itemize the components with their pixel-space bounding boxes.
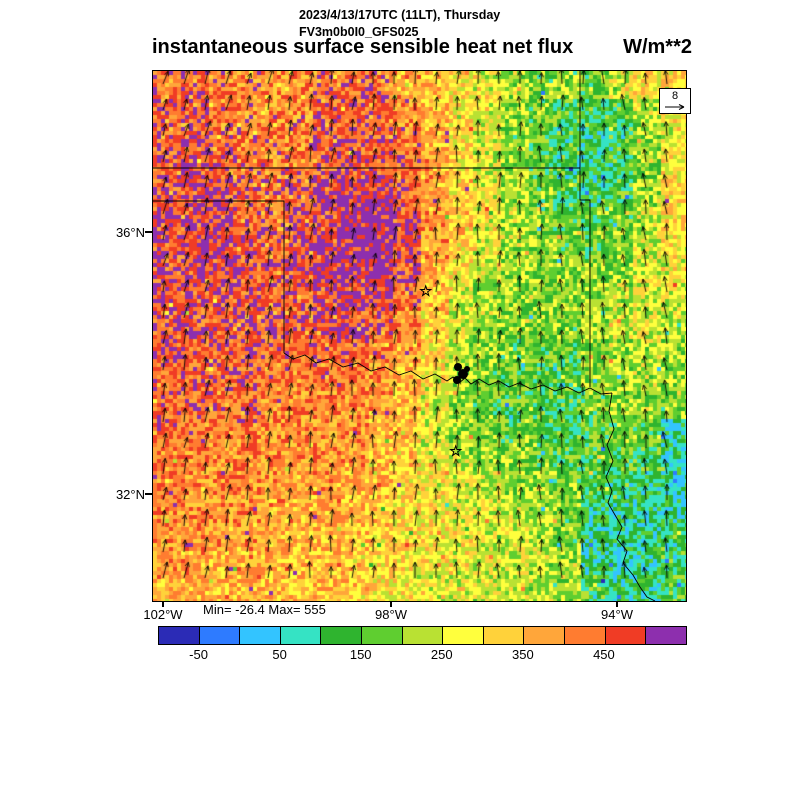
lat-tick-32n xyxy=(145,493,152,495)
colorbar-segment xyxy=(524,627,566,644)
colorbar-tick-label: -50 xyxy=(189,647,208,662)
units-label: W/m**2 xyxy=(623,36,692,58)
lon-tick-98w xyxy=(390,602,392,607)
colorbar-segment xyxy=(483,627,525,644)
lat-tick-36n xyxy=(145,231,152,233)
lon-label-94w: 94°W xyxy=(601,607,633,622)
colorbar-segment xyxy=(321,627,363,644)
model-heading: FV3m0b0I0_GFS025 xyxy=(299,25,419,39)
lon-tick-102w xyxy=(162,602,164,607)
datetime-heading: 2023/4/13/17UTC (11LT), Thursday xyxy=(299,8,501,22)
wind-reference-value: 8 xyxy=(671,90,679,102)
star-marker-icon: ☆ xyxy=(449,443,463,460)
plot-title: instantaneous surface sensible heat net … xyxy=(152,36,574,58)
colorbar-tick-label: 350 xyxy=(511,647,534,662)
lat-label-36n: 36°N xyxy=(115,225,145,240)
colorbar xyxy=(158,626,687,645)
colorbar-segment xyxy=(443,627,484,644)
colorbar-segment xyxy=(199,627,241,644)
map-area: ☆ ☆ 8 xyxy=(152,70,691,602)
colorbar-labels: -50 50 150 250 350 450 xyxy=(158,647,685,663)
colorbar-segment xyxy=(159,627,200,644)
colorbar-segment xyxy=(362,627,403,644)
colorbar-segment xyxy=(605,627,647,644)
wind-reference-arrow-icon xyxy=(665,104,685,110)
colorbar-tick-label: 450 xyxy=(593,647,615,662)
wind-reference-box: 8 xyxy=(659,88,691,114)
lat-label-32n: 32°N xyxy=(115,487,145,502)
lon-label-98w: 98°W xyxy=(375,607,407,622)
colorbar-tick-label: 50 xyxy=(272,647,287,662)
colorbar-tick-label: 150 xyxy=(349,647,372,662)
colorbar-segment xyxy=(646,627,686,644)
colorbar-segment xyxy=(240,627,281,644)
colorbar-segment xyxy=(280,627,322,644)
lon-tick-94w xyxy=(616,602,618,607)
star-marker-icon: ☆ xyxy=(419,283,433,300)
lon-label-102w: 102°W xyxy=(143,607,183,622)
heatmap-canvas xyxy=(153,71,686,601)
colorbar-segment xyxy=(565,627,606,644)
colorbar-segment xyxy=(402,627,444,644)
colorbar-tick-label: 250 xyxy=(430,647,453,662)
minmax-stat-label: Min= -26.4 Max= 555 xyxy=(203,602,326,617)
